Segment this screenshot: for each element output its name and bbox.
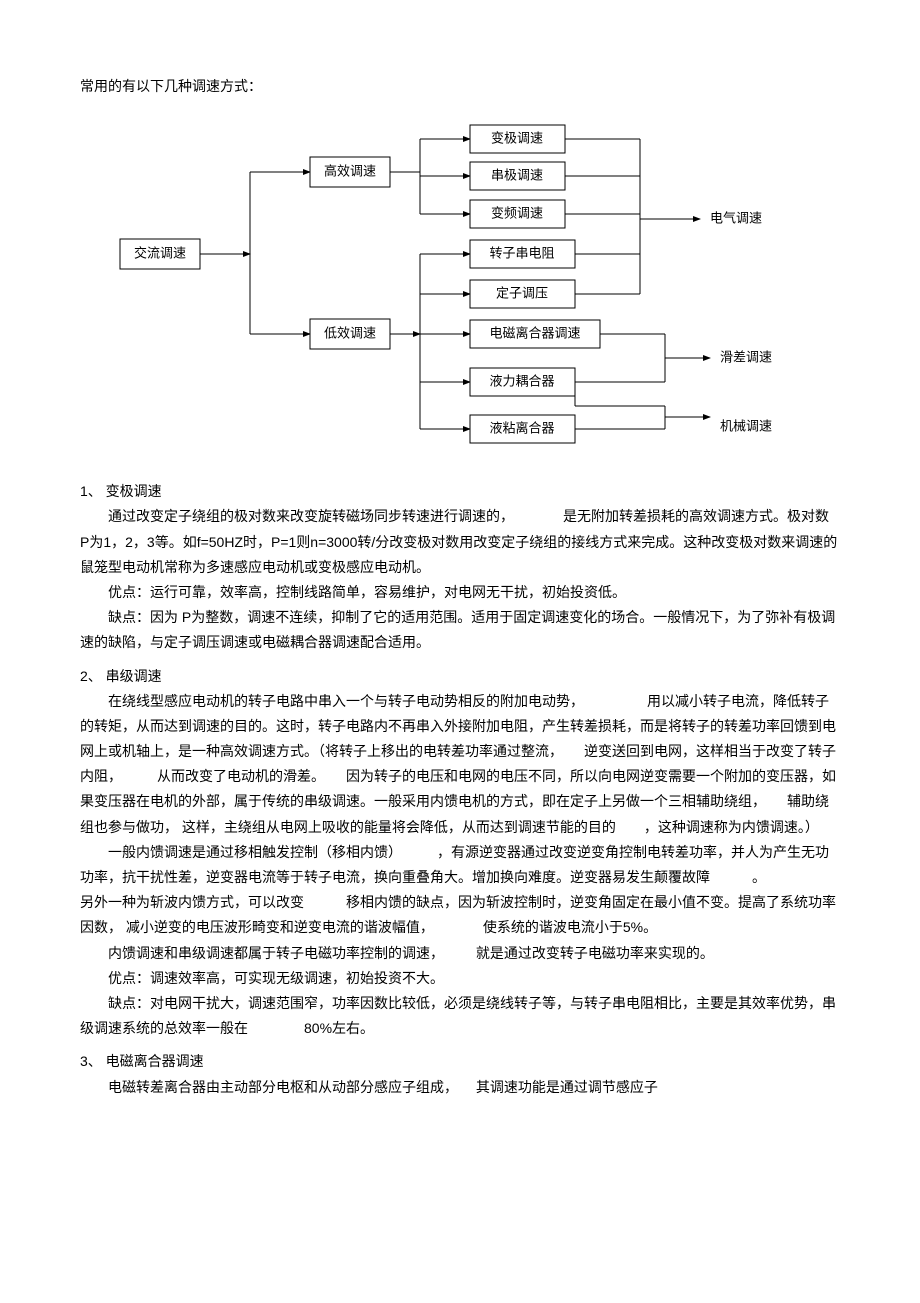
section-3: 3、 电磁离合器调速 电磁转差离合器由主动部分电枢和从动部分感应子组成， 其调速…	[80, 1049, 840, 1099]
label-slip: 滑差调速	[720, 350, 772, 365]
sec2-p5: 优点：调速效率高，可实现无级调速，初始投资不大。	[80, 966, 840, 991]
node-pole: 变极调速	[491, 131, 543, 146]
node-hydro: 液力耦合器	[489, 374, 554, 389]
node-root: 交流调速	[134, 246, 186, 261]
node-low-eff: 低效调速	[324, 326, 376, 341]
section-2: 2、 串级调速 在绕线型感应电动机的转子电路中串入一个与转子电动势相反的附加电动…	[80, 664, 840, 1042]
node-visco: 液粘离合器	[489, 421, 554, 436]
sec3-p1: 电磁转差离合器由主动部分电枢和从动部分感应子组成， 其调速功能是通过调节感应子	[80, 1075, 840, 1100]
node-freq: 变频调速	[491, 206, 543, 221]
section-1: 1、 变极调速 通过改变定子绕组的极对数来改变旋转磁场同步转速进行调速的， 是无…	[80, 479, 840, 655]
node-stator-v: 定子调压	[496, 286, 548, 301]
sec2-p4: 内馈调速和串级调速都属于转子电磁功率控制的调速， 就是通过改变转子电磁功率来实现…	[80, 941, 840, 966]
sec1-p3: 缺点：因为 P为整数，调速不连续，抑制了它的适用范围。适用于固定调速变化的场合。…	[80, 605, 840, 655]
sec2-title: 2、 串级调速	[80, 664, 840, 689]
sec2-p3: 另外一种为斩波内馈方式，可以改变 移相内馈的缺点，因为斩波控制时，逆变角固定在最…	[80, 890, 840, 940]
sec2-p6: 缺点：对电网干扰大，调速范围窄，功率因数比较低，必须是绕线转子等，与转子串电阻相…	[80, 991, 840, 1041]
node-cascade: 串极调速	[491, 168, 543, 183]
sec1-p1: 通过改变定子绕组的极对数来改变旋转磁场同步转速进行调速的， 是无附加转差损耗的高…	[80, 504, 840, 580]
node-high-eff: 高效调速	[324, 164, 376, 179]
sec3-title: 3、 电磁离合器调速	[80, 1049, 840, 1074]
intro-text: 常用的有以下几种调速方式：	[80, 74, 840, 99]
node-em-clutch: 电磁离合器调速	[489, 326, 580, 341]
label-mech: 机械调速	[720, 419, 772, 434]
speed-control-diagram: 交流调速 高效调速 低效调速 变极调速 串极调速 变频调速 转子串电阻 定子调压…	[80, 119, 840, 449]
sec2-p2: 一般内馈调速是通过移相触发控制（移相内馈） ，有源逆变器通过改变逆变角控制电转差…	[80, 840, 840, 890]
sec1-title: 1、 变极调速	[80, 479, 840, 504]
node-rotor-r: 转子串电阻	[489, 246, 554, 261]
label-elec: 电气调速	[710, 211, 762, 226]
sec2-p1: 在绕线型感应电动机的转子电路中串入一个与转子电动势相反的附加电动势， 用以减小转…	[80, 689, 840, 840]
sec1-p2: 优点：运行可靠，效率高，控制线路简单，容易维护，对电网无干扰，初始投资低。	[80, 580, 840, 605]
